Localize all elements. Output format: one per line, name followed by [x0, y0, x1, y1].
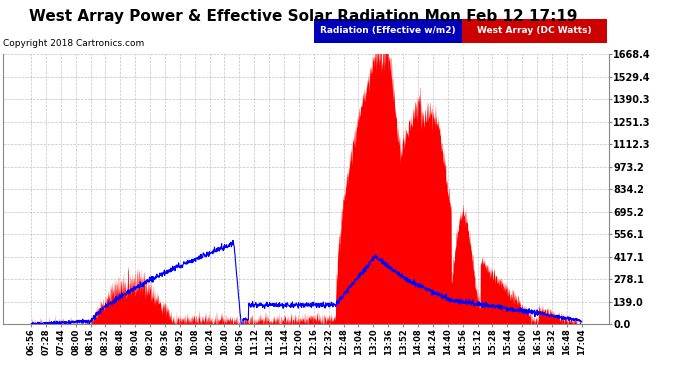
Text: West Array (DC Watts): West Array (DC Watts) — [477, 26, 592, 36]
Text: West Array Power & Effective Solar Radiation Mon Feb 12 17:19: West Array Power & Effective Solar Radia… — [30, 9, 578, 24]
Text: Copyright 2018 Cartronics.com: Copyright 2018 Cartronics.com — [3, 39, 145, 48]
Text: Radiation (Effective w/m2): Radiation (Effective w/m2) — [320, 26, 456, 36]
